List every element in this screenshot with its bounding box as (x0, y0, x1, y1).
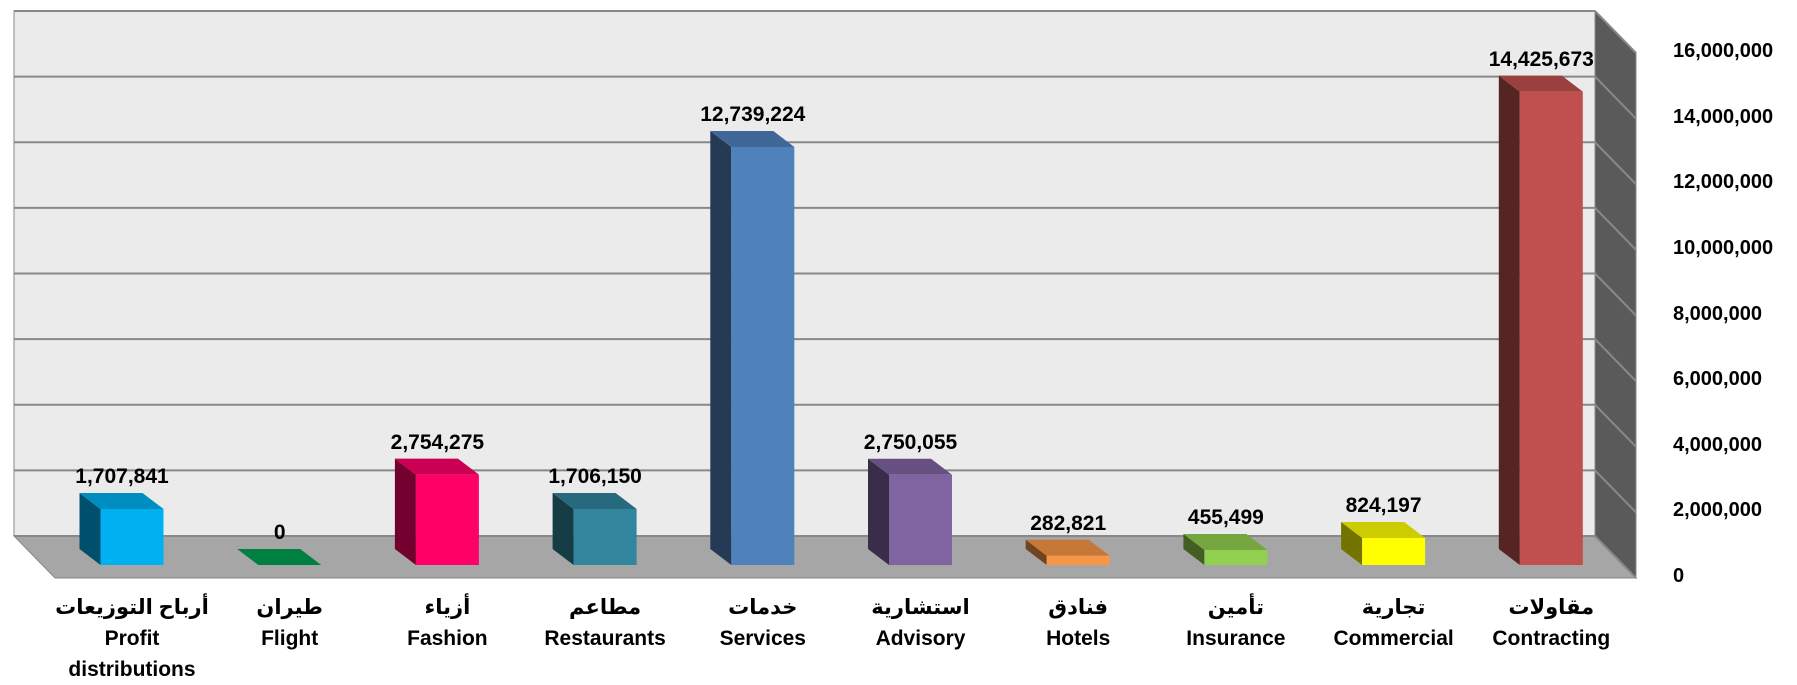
bar (394, 458, 479, 565)
x-tick-label: تأمين Insurance (1186, 596, 1286, 650)
bar-top (1183, 534, 1268, 551)
grid-line (1594, 10, 1637, 54)
bar (1025, 539, 1110, 565)
bar-top (1025, 539, 1110, 556)
bar-top (79, 492, 164, 509)
bar (1498, 75, 1583, 566)
value-label: 14,425,673 (1488, 47, 1594, 71)
grid-line (1594, 272, 1637, 317)
value-label: 455,499 (1187, 506, 1264, 530)
bar-side (394, 458, 416, 565)
grid-line (1594, 404, 1637, 448)
bar (1183, 534, 1268, 565)
x-tick-label: مطاعم Restaurants (544, 596, 666, 650)
bar (1341, 521, 1426, 565)
y-tick-label: 6,000,000 (1673, 368, 1762, 391)
bar (237, 549, 322, 565)
x-tick-label: طيران Flight (256, 596, 323, 650)
y-tick-label: 2,000,000 (1673, 499, 1762, 522)
x-tick-label: أرباح التوزيعات Profit distributions (55, 596, 209, 681)
bar-front (1362, 537, 1426, 565)
bar-top (394, 458, 479, 475)
y-tick-label: 14,000,000 (1673, 105, 1774, 128)
x-tick-label: فنادق Hotels (1046, 596, 1111, 650)
bar-front (889, 474, 952, 565)
bar (79, 492, 164, 565)
bar-side (868, 458, 889, 565)
bar-side (1498, 75, 1520, 566)
value-label: 1,707,841 (75, 464, 169, 488)
y-tick-label: 10,000,000 (1673, 236, 1774, 259)
bar-top (868, 458, 952, 475)
bar-front (731, 146, 795, 566)
y-tick-label: 12,000,000 (1673, 171, 1774, 194)
bar (552, 493, 637, 565)
bar-front (100, 508, 164, 565)
bar-top (1341, 521, 1426, 538)
value-label: 12,739,224 (700, 102, 806, 126)
x-tick-label: أزياء Fashion (407, 596, 488, 650)
grid-line (1594, 207, 1637, 251)
y-tick-label: 8,000,000 (1673, 302, 1762, 325)
x-tick-label: خدمات Services (719, 596, 806, 650)
grid-line (1594, 535, 1637, 579)
grid-line (1594, 75, 1637, 120)
bar-side (1183, 534, 1205, 565)
bar-side (552, 493, 574, 565)
bar-top (552, 493, 637, 510)
bar-top (710, 130, 795, 147)
bar-front (1204, 550, 1268, 565)
bar (868, 458, 952, 565)
bar-top (1498, 75, 1583, 92)
value-label: 0 (273, 521, 286, 544)
bar-front (1046, 555, 1110, 565)
bar-side (710, 130, 732, 566)
grid-line (1594, 469, 1637, 514)
x-tick-label: استشارية Advisory (871, 596, 970, 650)
x-tick-label: مقاولات Contracting (1492, 596, 1611, 650)
bar-side (1025, 539, 1047, 565)
bar-front (415, 474, 479, 565)
value-label: 2,750,055 (863, 430, 958, 454)
value-label: 282,821 (1030, 511, 1107, 535)
bar-side (1341, 521, 1363, 565)
x-tick-label: تجارية Commercial (1333, 596, 1454, 650)
grid-line (1594, 141, 1637, 185)
bar-front (1519, 91, 1583, 566)
y-tick-label: 16,000,000 (1673, 40, 1774, 62)
value-label: 2,754,275 (390, 430, 485, 454)
bar-top (237, 549, 322, 565)
y-tick-label: 4,000,000 (1673, 433, 1762, 456)
value-label: 824,197 (1345, 493, 1422, 517)
bar-side (79, 492, 101, 565)
grid-line (1594, 338, 1637, 382)
value-label: 1,706,150 (548, 465, 642, 489)
bar (710, 130, 795, 566)
bar-front (573, 509, 637, 565)
y-tick-label: 0 (1673, 565, 1685, 587)
